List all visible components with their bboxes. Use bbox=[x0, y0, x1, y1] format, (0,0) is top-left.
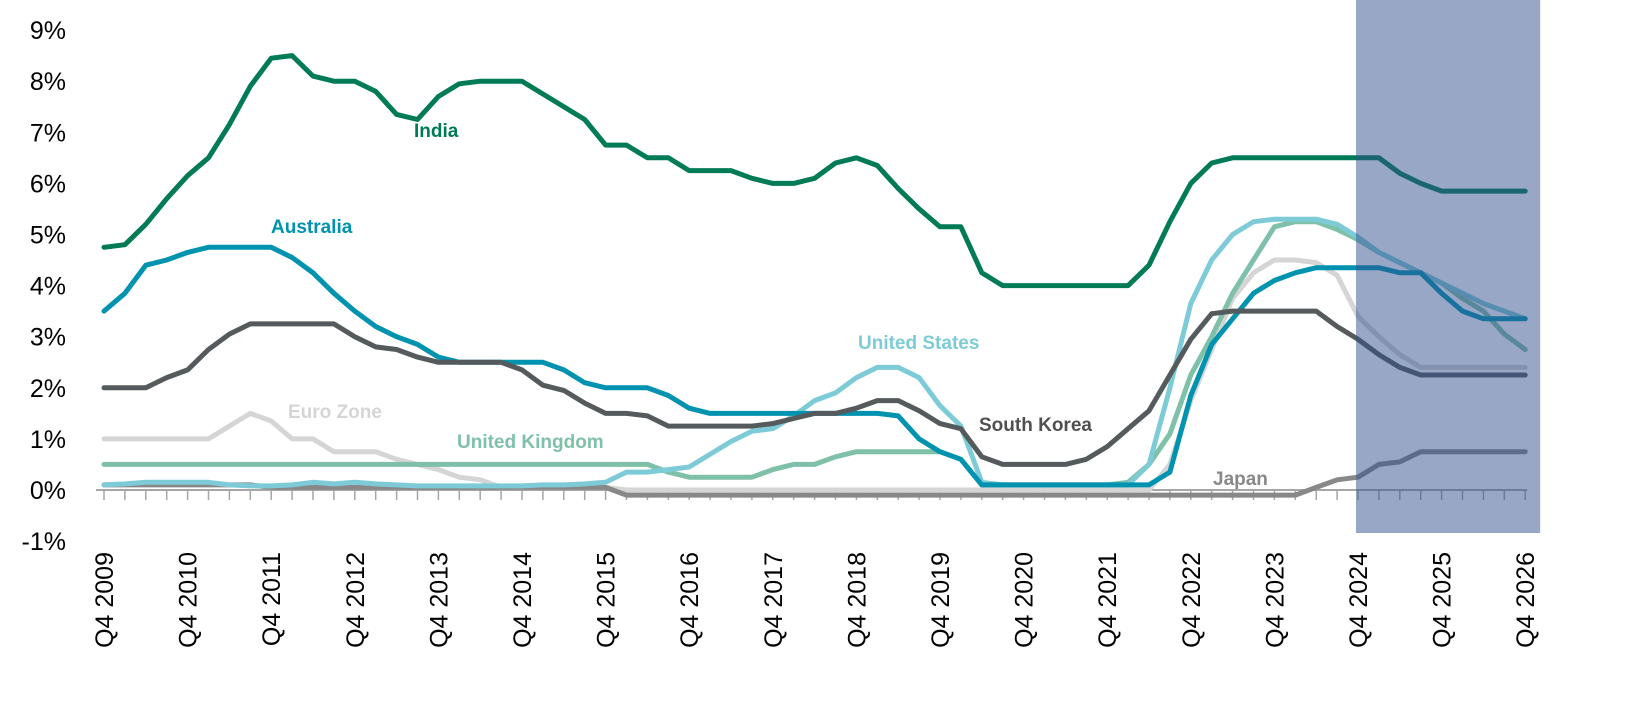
x-tick-label: Q4 2023 bbox=[1261, 552, 1289, 648]
x-tick-label: Q4 2013 bbox=[425, 552, 453, 648]
x-tick-label: Q4 2016 bbox=[676, 552, 704, 648]
series-line-euro-zone bbox=[101, 257, 1528, 493]
forecast-period-shading bbox=[1356, 0, 1541, 533]
y-tick-label: 6% bbox=[30, 170, 66, 198]
y-tick-label: 5% bbox=[30, 222, 66, 250]
series-line-south-korea bbox=[101, 308, 1528, 467]
x-tick-label: Q4 2026 bbox=[1512, 552, 1540, 648]
y-tick-label: 3% bbox=[30, 324, 66, 352]
series-label-japan: Japan bbox=[1213, 469, 1268, 490]
series-label-australia: Australia bbox=[271, 217, 353, 238]
series-label-united-states: United States bbox=[858, 333, 979, 354]
x-tick-label: Q4 2009 bbox=[91, 552, 119, 648]
x-tick-label: Q4 2011 bbox=[258, 552, 286, 646]
series-line-united-states bbox=[101, 216, 1528, 489]
y-tick-label: 1% bbox=[30, 426, 66, 454]
x-tick-label: Q4 2024 bbox=[1345, 552, 1373, 648]
x-tick-label: Q4 2018 bbox=[843, 552, 871, 648]
x-tick-label: Q4 2015 bbox=[593, 552, 621, 648]
series-line-australia bbox=[101, 244, 1528, 488]
x-tick-label: Q4 2012 bbox=[342, 552, 370, 648]
x-tick-label: Q4 2021 bbox=[1094, 552, 1122, 648]
y-axis-ticks: -1% 0% 1% 2% 3% 4% 5% 6% 7% 8% 9% bbox=[22, 17, 66, 556]
x-tick-label: Q4 2017 bbox=[760, 552, 788, 648]
series-label-india: India bbox=[414, 121, 459, 142]
y-tick-label: -1% bbox=[22, 528, 66, 556]
y-tick-label: 2% bbox=[30, 375, 66, 403]
series-line-japan bbox=[101, 449, 1528, 498]
series-label-euro-zone: Euro Zone bbox=[288, 402, 382, 423]
x-tick-label: Q4 2020 bbox=[1011, 552, 1039, 648]
y-tick-label: 8% bbox=[30, 68, 66, 96]
x-tick-label: Q4 2010 bbox=[175, 552, 203, 648]
series-label-south-korea: South Korea bbox=[979, 415, 1092, 436]
series-label-united-kingdom: United Kingdom bbox=[457, 432, 604, 453]
forecast-overlay bbox=[1356, 0, 1541, 533]
series-labels: India Australia South Korea United States Un… bbox=[271, 121, 1268, 490]
x-axis-ticks: Q4 2009 Q4 2010 Q4 2011 Q4 2012 Q4 2013 Q4 20… bbox=[91, 552, 1540, 648]
series-lines bbox=[101, 53, 1528, 498]
y-tick-label: 7% bbox=[30, 119, 66, 147]
series-line-india bbox=[101, 53, 1528, 289]
y-tick-label: 4% bbox=[30, 273, 66, 301]
x-tick-label: Q4 2014 bbox=[509, 552, 537, 648]
x-tick-label: Q4 2025 bbox=[1429, 552, 1457, 648]
y-tick-label: 9% bbox=[30, 17, 66, 45]
x-tick-label: Q4 2019 bbox=[927, 552, 955, 648]
x-tick-label: Q4 2022 bbox=[1178, 552, 1206, 648]
series-line-united-kingdom bbox=[101, 219, 1528, 488]
y-tick-label: 0% bbox=[30, 477, 66, 505]
